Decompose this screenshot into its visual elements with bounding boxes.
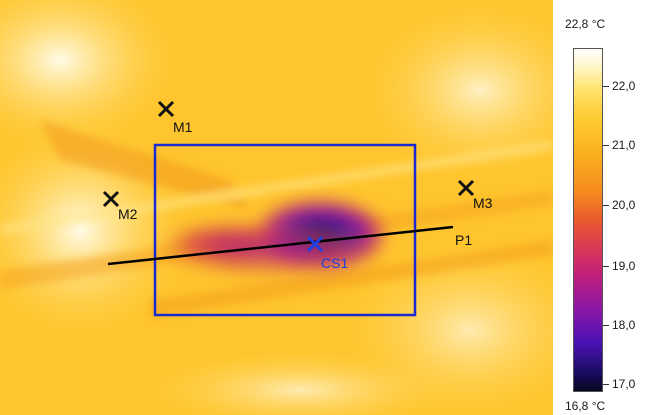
marker-label-m2: M2 xyxy=(118,206,138,222)
cross-icon xyxy=(457,179,475,197)
scale-tick-label: 19,0 xyxy=(612,259,636,273)
marker-m1[interactable]: M1 xyxy=(157,100,193,135)
cross-icon xyxy=(102,190,120,208)
cold-spot-cs1[interactable]: CS1 xyxy=(306,235,348,271)
thermal-image: P1 M1 M2 M3 CS1 xyxy=(0,0,553,415)
scale-tick-label: 17,0 xyxy=(612,377,636,391)
marker-m2[interactable]: M2 xyxy=(102,190,138,222)
scale-min-label: 16,8 °C xyxy=(565,399,606,413)
scale-tick xyxy=(603,325,609,326)
scale-tick-label: 18,0 xyxy=(612,318,636,332)
marker-label-m3: M3 xyxy=(473,195,493,211)
scale-tick xyxy=(603,266,609,267)
profile-label-p1: P1 xyxy=(455,232,472,248)
scale-tick xyxy=(603,205,609,206)
scale-tick-label: 21,0 xyxy=(612,138,636,152)
marker-label-m1: M1 xyxy=(173,119,193,135)
scale-tick-label: 20,0 xyxy=(612,198,636,212)
color-scale-bar xyxy=(573,48,603,392)
scale-tick-label: 22,0 xyxy=(612,79,636,93)
cross-icon xyxy=(157,100,175,118)
scale-max-label: 22,8 °C xyxy=(565,17,606,31)
profile-line-p1[interactable] xyxy=(107,225,454,266)
scale-tick xyxy=(603,86,609,87)
temperature-scale: 22,8 °C 22,0 21,0 20,0 19,0 18,0 17,0 16… xyxy=(553,0,659,415)
scale-tick xyxy=(603,145,609,146)
cold-spot-label: CS1 xyxy=(321,255,348,271)
cross-icon xyxy=(306,235,324,253)
scale-tick xyxy=(603,384,609,385)
marker-m3[interactable]: M3 xyxy=(457,179,493,211)
